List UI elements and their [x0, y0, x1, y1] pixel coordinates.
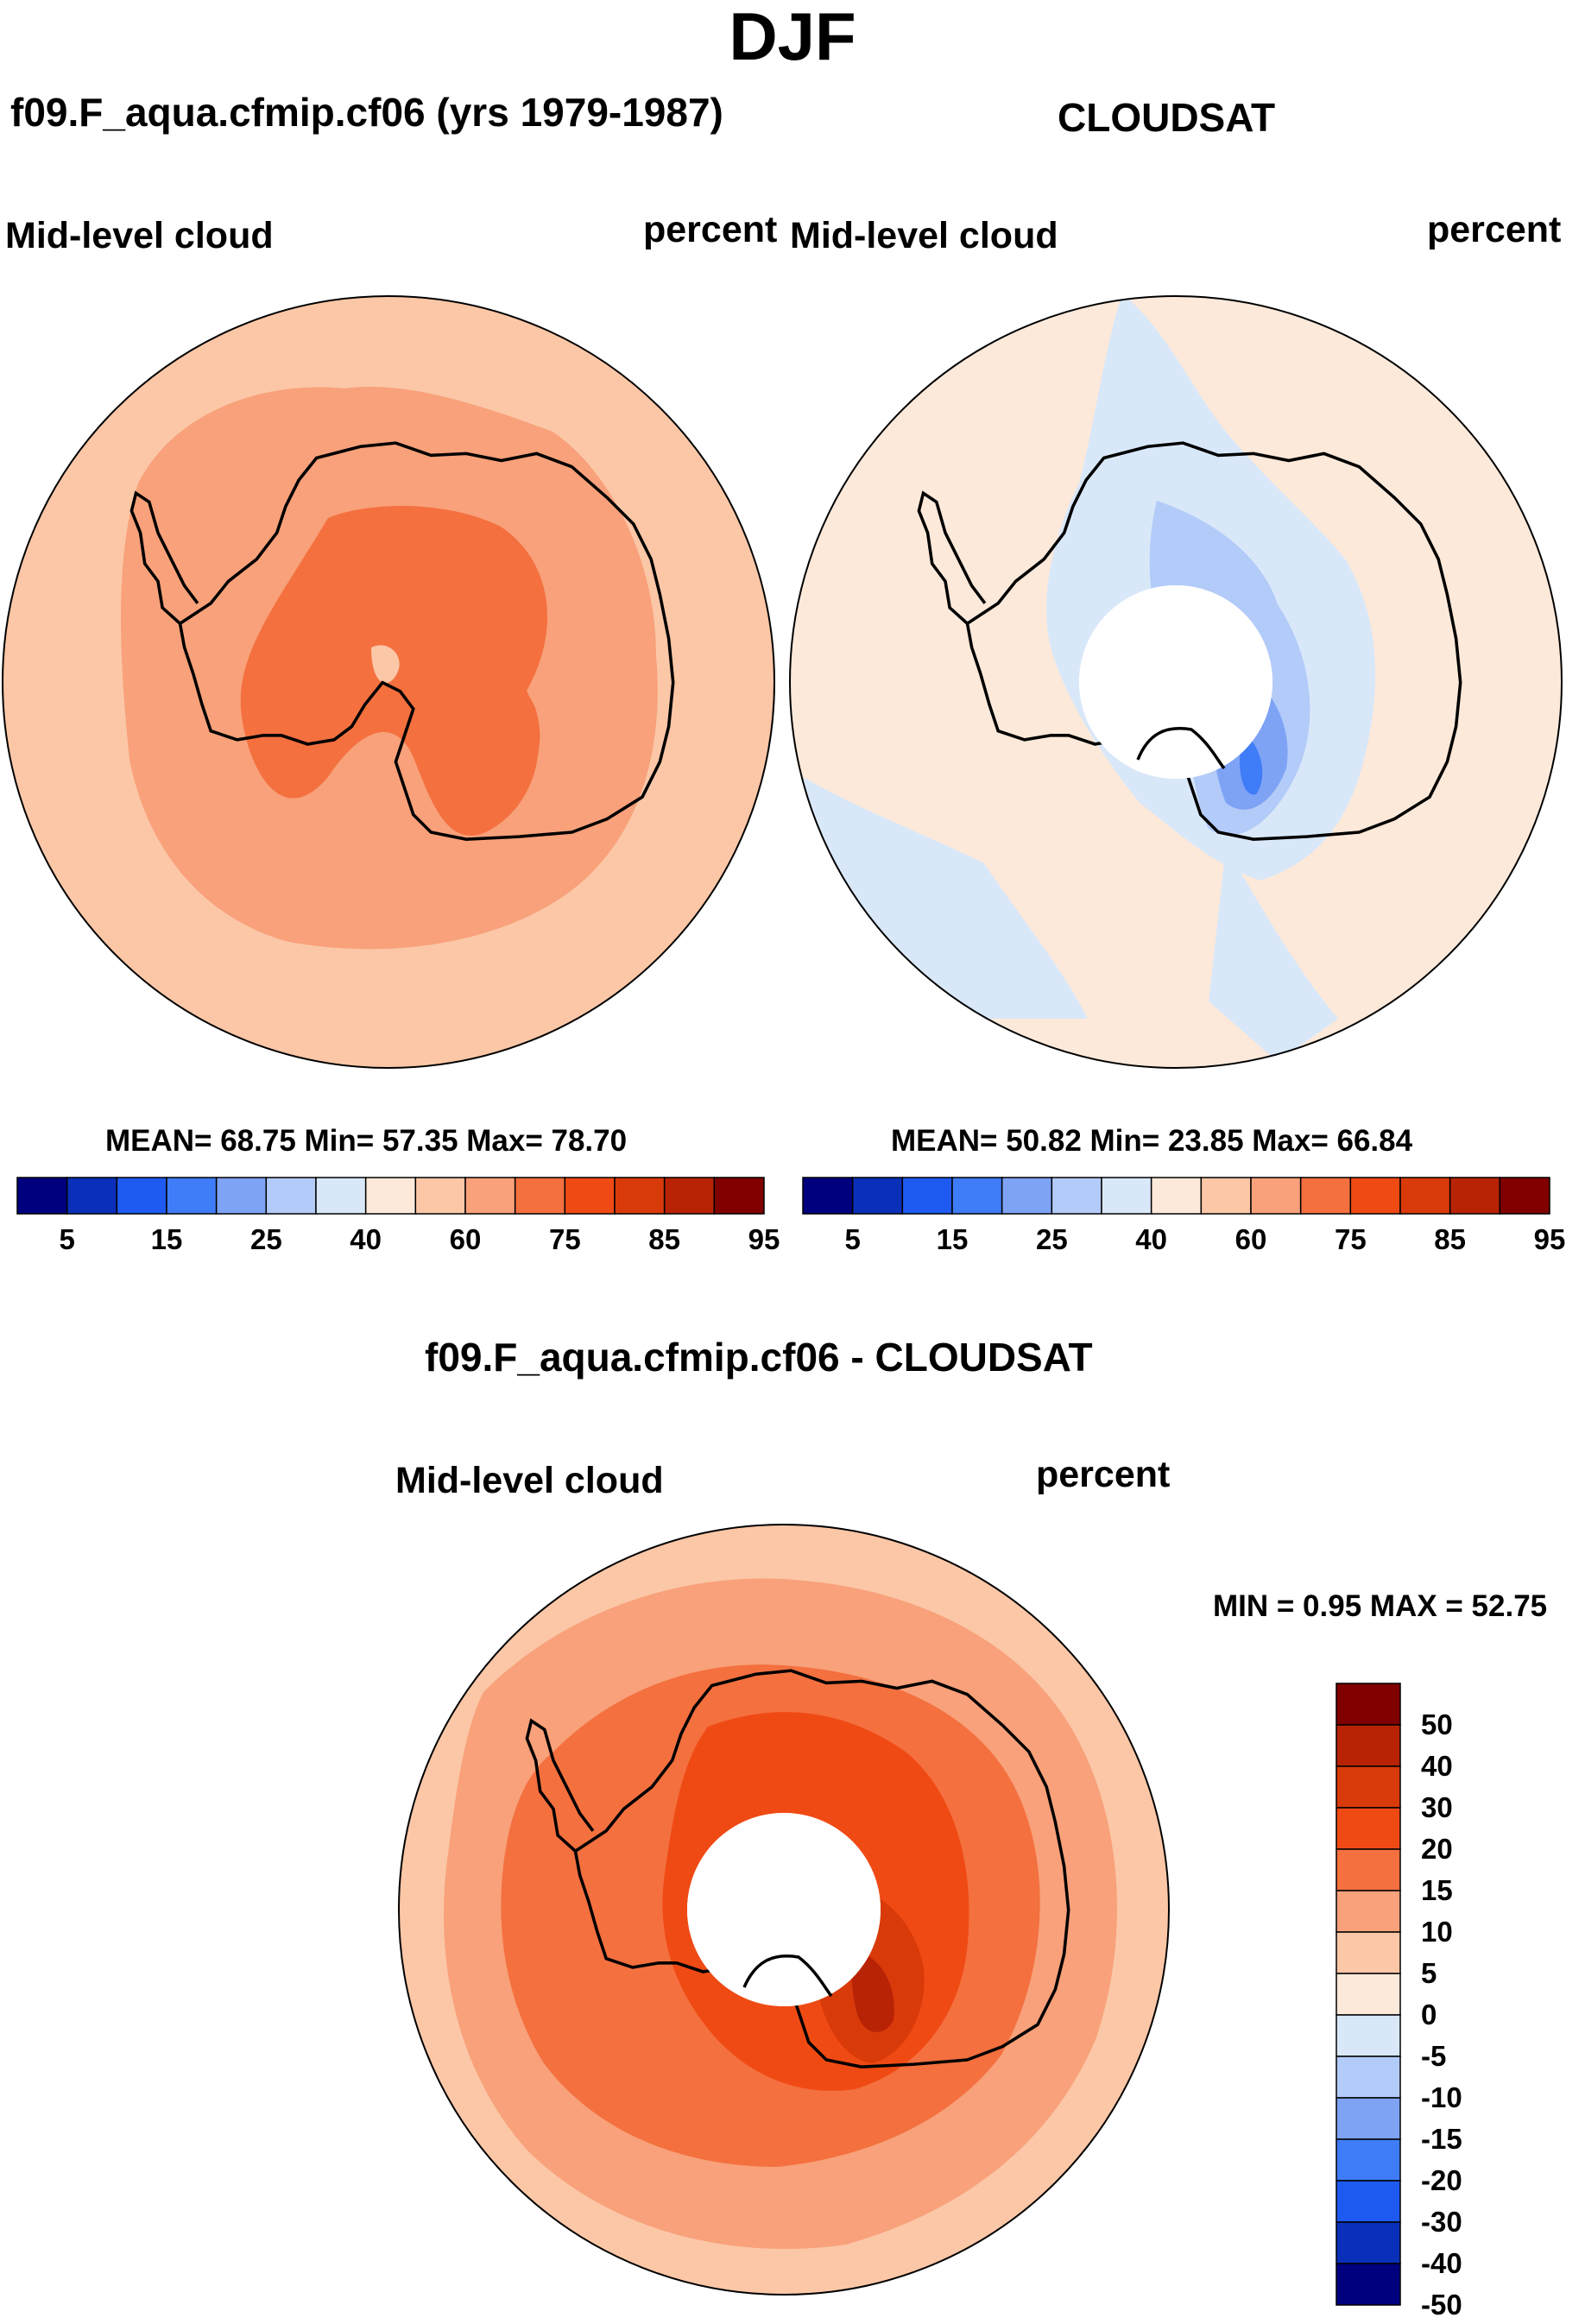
colorbar-tick-label: -50: [1421, 2289, 1462, 2321]
model-panel-title: f09.F_aqua.cfmip.cf06 (yrs 1979-1987): [10, 90, 723, 135]
colorbar-tick-label: 85: [648, 1223, 681, 1255]
diff-colorbar: [1336, 1683, 1401, 2306]
colorbar-swatch: [1001, 1177, 1053, 1215]
colorbar-swatch: [66, 1177, 118, 1215]
colorbar-tick-label: 60: [1235, 1223, 1267, 1255]
colorbar-swatch: [851, 1177, 904, 1215]
colorbar-tick-label: 15: [150, 1223, 183, 1255]
colorbar-swatch: [1200, 1177, 1252, 1215]
colorbar-swatch: [1336, 1890, 1401, 1933]
colorbar-tick-label: 40: [1421, 1750, 1453, 1782]
colorbar-swatch: [1336, 1765, 1401, 1809]
colorbar-swatch: [16, 1177, 68, 1215]
colorbar-swatch: [1336, 1848, 1401, 1891]
diff-panel-title: f09.F_aqua.cfmip.cf06 - CLOUDSAT: [425, 1335, 1093, 1380]
colorbar-swatch: [802, 1177, 854, 1215]
colorbar-tick-label: 5: [59, 1223, 75, 1255]
colorbar-tick-label: 15: [936, 1223, 969, 1255]
colorbar-tick-label: -20: [1421, 2164, 1462, 2196]
colorbar-swatch: [1336, 1973, 1401, 2016]
colorbar-swatch: [1336, 1724, 1401, 1767]
obs-variable-label: Mid-level cloud: [790, 215, 1058, 256]
colorbar-swatch: [1336, 2138, 1401, 2182]
colorbar-tick-label: 95: [748, 1223, 780, 1255]
colorbar-swatch: [1499, 1177, 1550, 1215]
colorbar-swatch: [1336, 1807, 1401, 1850]
obs-stats: MEAN= 50.82 Min= 23.85 Max= 66.84: [891, 1124, 1413, 1158]
diff-minmax: MIN = 0.95 MAX = 52.75: [1213, 1589, 1548, 1623]
colorbar-swatch: [1336, 2263, 1401, 2306]
colorbar-tick-label: 0: [1421, 1999, 1437, 2030]
model-colorbar: [16, 1177, 765, 1215]
page-title: DJF: [729, 0, 856, 74]
colorbar-tick-label: 40: [350, 1223, 382, 1255]
colorbar-swatch: [901, 1177, 953, 1215]
colorbar-tick-label: 5: [1421, 1957, 1437, 1989]
obs-colorbar: [802, 1177, 1550, 1215]
colorbar-tick-label: -5: [1421, 2040, 1447, 2072]
colorbar-tick-label: 85: [1434, 1223, 1467, 1255]
colorbar-swatch: [215, 1177, 268, 1215]
colorbar-swatch: [951, 1177, 1003, 1215]
colorbar-swatch: [1336, 2097, 1401, 2140]
colorbar-tick-label: 25: [249, 1223, 282, 1255]
colorbar-swatch: [1299, 1177, 1352, 1215]
colorbar-swatch: [663, 1177, 716, 1215]
colorbar-tick-label: 30: [1421, 1791, 1453, 1823]
colorbar-tick-label: 75: [548, 1223, 581, 1255]
model-variable-label: Mid-level cloud: [5, 215, 274, 256]
colorbar-swatch: [514, 1177, 566, 1215]
colorbar-swatch: [1399, 1177, 1451, 1215]
colorbar-swatch: [614, 1177, 666, 1215]
model-stats: MEAN= 68.75 Min= 57.35 Max= 78.70: [105, 1124, 628, 1158]
colorbar-swatch: [166, 1177, 218, 1215]
colorbar-swatch: [1349, 1177, 1401, 1215]
colorbar-swatch: [1336, 1683, 1401, 1726]
colorbar-swatch: [1336, 2221, 1401, 2264]
colorbar-swatch: [564, 1177, 616, 1215]
model-map: [2, 295, 775, 1069]
colorbar-swatch: [1051, 1177, 1102, 1215]
colorbar-tick-label: 75: [1334, 1223, 1367, 1255]
colorbar-tick-label: 25: [1035, 1223, 1068, 1255]
colorbar-swatch: [1250, 1177, 1302, 1215]
colorbar-tick-label: 40: [1135, 1223, 1168, 1255]
colorbar-swatch: [1150, 1177, 1203, 1215]
colorbar-tick-label: 15: [1421, 1874, 1453, 1906]
colorbar-tick-label: 50: [1421, 1708, 1453, 1740]
diff-units-label: percent: [1036, 1454, 1171, 1495]
colorbar-swatch: [116, 1177, 167, 1215]
colorbar-swatch: [1336, 1931, 1401, 1974]
colorbar-swatch: [364, 1177, 417, 1215]
diff-map: [398, 1524, 1170, 2296]
colorbar-tick-label: 10: [1421, 1916, 1453, 1948]
diff-variable-label: Mid-level cloud: [395, 1460, 664, 1501]
colorbar-tick-label: -40: [1421, 2247, 1462, 2279]
colorbar-tick-label: -10: [1421, 2081, 1462, 2113]
colorbar-swatch: [713, 1177, 765, 1215]
colorbar-swatch: [1336, 2180, 1401, 2223]
colorbar-swatch: [1101, 1177, 1152, 1215]
colorbar-tick-label: -30: [1421, 2206, 1462, 2238]
colorbar-swatch: [464, 1177, 516, 1215]
colorbar-tick-label: 20: [1421, 1833, 1453, 1865]
model-units-label: percent: [643, 209, 778, 250]
colorbar-tick-label: -15: [1421, 2123, 1462, 2155]
colorbar-tick-label: 60: [449, 1223, 482, 1255]
obs-map: [789, 295, 1563, 1069]
colorbar-swatch: [1449, 1177, 1501, 1215]
colorbar-swatch: [1336, 2056, 1401, 2099]
colorbar-swatch: [315, 1177, 367, 1215]
colorbar-swatch: [1336, 2014, 1401, 2057]
obs-panel-title: CLOUDSAT: [1058, 95, 1276, 140]
colorbar-tick-label: 5: [844, 1223, 861, 1255]
colorbar-tick-label: 95: [1533, 1223, 1566, 1255]
obs-units-label: percent: [1427, 209, 1562, 250]
colorbar-swatch: [414, 1177, 466, 1215]
colorbar-swatch: [265, 1177, 317, 1215]
